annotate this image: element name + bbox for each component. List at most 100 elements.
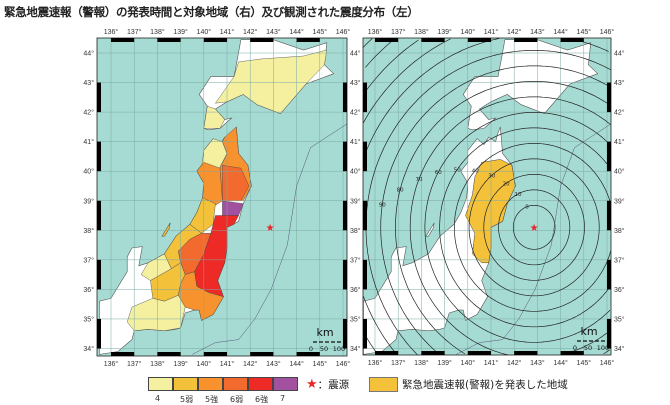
frame-tick xyxy=(343,318,347,349)
frame-tick xyxy=(363,200,367,231)
lat-tick-label: 44° xyxy=(350,50,361,58)
frame-tick xyxy=(97,82,101,113)
scale-unit: km xyxy=(316,326,333,339)
frame-tick xyxy=(514,38,538,42)
lat-tick-label: 38° xyxy=(83,227,94,235)
lat-tick-label: 43° xyxy=(350,79,361,87)
lon-tick-label: 136° xyxy=(368,28,383,36)
scale-label: 0 xyxy=(573,344,577,352)
lon-tick-label: 139° xyxy=(437,359,452,367)
contour-label: 40 xyxy=(472,169,479,175)
frame-tick xyxy=(343,259,347,290)
lon-tick-label: 144° xyxy=(289,28,304,36)
lon-tick-label: 139° xyxy=(173,28,188,36)
lon-tick-label: 142° xyxy=(243,360,258,368)
epicenter-legend: ★：震源 xyxy=(306,377,349,392)
frame-tick xyxy=(607,141,611,172)
lon-tick-label: 141° xyxy=(220,360,235,368)
frame-tick xyxy=(560,38,584,42)
frame-tick xyxy=(514,351,538,355)
epicenter-legend-label: ：震源 xyxy=(317,379,350,391)
lon-tick-label: 142° xyxy=(243,28,258,36)
lat-tick-label: 41° xyxy=(350,138,361,146)
lon-tick-label: 144° xyxy=(553,28,568,36)
frame-tick xyxy=(296,352,320,356)
frame-tick xyxy=(250,352,274,356)
lon-tick-label: 137° xyxy=(127,28,142,36)
contour-label: 80 xyxy=(397,188,404,194)
lat-tick-label: 39° xyxy=(614,197,625,205)
lon-tick-label: 136° xyxy=(104,360,119,368)
time-contour xyxy=(365,49,611,355)
frame-tick xyxy=(607,318,611,349)
intensity-region xyxy=(222,165,250,202)
intensity-region xyxy=(214,49,328,114)
lon-tick-label: 141° xyxy=(220,28,235,36)
frame-tick xyxy=(111,352,135,356)
lat-tick-label: 43° xyxy=(614,79,625,87)
lon-tick-label: 142° xyxy=(507,359,522,367)
lat-tick-label: 34° xyxy=(83,345,94,353)
contour-label: 20 xyxy=(503,181,510,187)
lat-tick-label: 35° xyxy=(614,315,625,323)
scale-unit: km xyxy=(580,325,597,338)
frame-tick xyxy=(203,352,227,356)
lon-tick-label: 137° xyxy=(391,359,406,367)
lon-tick-label: 138° xyxy=(414,28,429,36)
time-contour xyxy=(395,80,610,355)
scale-bar: km0 50 100 xyxy=(309,326,345,353)
scale-label: 0 xyxy=(309,345,313,353)
intensity-region xyxy=(161,222,171,237)
frame-tick xyxy=(375,38,399,42)
lat-tick-label: 40° xyxy=(83,168,94,176)
intensity-swatch-6弱 xyxy=(223,377,248,391)
contour-label: 90 xyxy=(379,203,386,209)
lon-tick-label: 139° xyxy=(173,360,188,368)
frame-tick xyxy=(97,259,101,290)
frame-tick xyxy=(363,141,367,172)
lat-tick-label: 41° xyxy=(83,138,94,146)
lon-tick-label: 144° xyxy=(289,360,304,368)
lat-tick-label: 36° xyxy=(350,286,361,294)
contour-label: 0 xyxy=(525,205,529,211)
intensity-label: 6弱 xyxy=(230,395,244,404)
frame-tick xyxy=(97,200,101,231)
time-contour xyxy=(364,39,419,94)
frame-tick xyxy=(421,38,445,42)
lon-tick-label: 141° xyxy=(484,359,499,367)
contour-label: 50 xyxy=(454,167,461,173)
contour-label: 70 xyxy=(416,177,423,183)
warning-area-swatch xyxy=(369,377,398,392)
intensity-swatch-5強 xyxy=(198,377,223,391)
epicenter-star-icon: ★ xyxy=(266,223,275,234)
lat-tick-label: 40° xyxy=(614,168,625,176)
lon-tick-label: 143° xyxy=(530,28,545,36)
frame-tick xyxy=(375,351,399,355)
lat-tick-label: 38° xyxy=(350,227,361,235)
frame-tick xyxy=(296,38,320,42)
lon-tick-label: 136° xyxy=(368,359,383,367)
time-contour xyxy=(365,38,395,68)
frame-tick xyxy=(111,38,135,42)
lon-tick-label: 146° xyxy=(336,360,351,368)
lon-tick-label: 137° xyxy=(391,28,406,36)
frame-tick xyxy=(560,351,584,355)
time-contour xyxy=(424,111,611,343)
frame-tick xyxy=(203,38,227,42)
left-map: ★ km0 50 100 136° 136° 137° 137° 138° 138° 139° 139… xyxy=(83,28,360,368)
scale-label: 100 xyxy=(597,344,609,352)
scale-label: 100 xyxy=(333,345,345,353)
lat-tick-label: 35° xyxy=(350,315,361,323)
lat-tick-label: 39° xyxy=(83,197,94,205)
frame-tick xyxy=(157,38,181,42)
intensity-label: 6強 xyxy=(255,395,269,404)
intensity-label: 4 xyxy=(155,394,161,403)
trench-line xyxy=(192,123,347,355)
lat-tick-label: 38° xyxy=(614,227,625,235)
lat-tick-label: 37° xyxy=(614,256,625,264)
frame-tick xyxy=(97,318,101,349)
contour-label: 60 xyxy=(435,170,442,176)
time-contour xyxy=(380,65,611,355)
